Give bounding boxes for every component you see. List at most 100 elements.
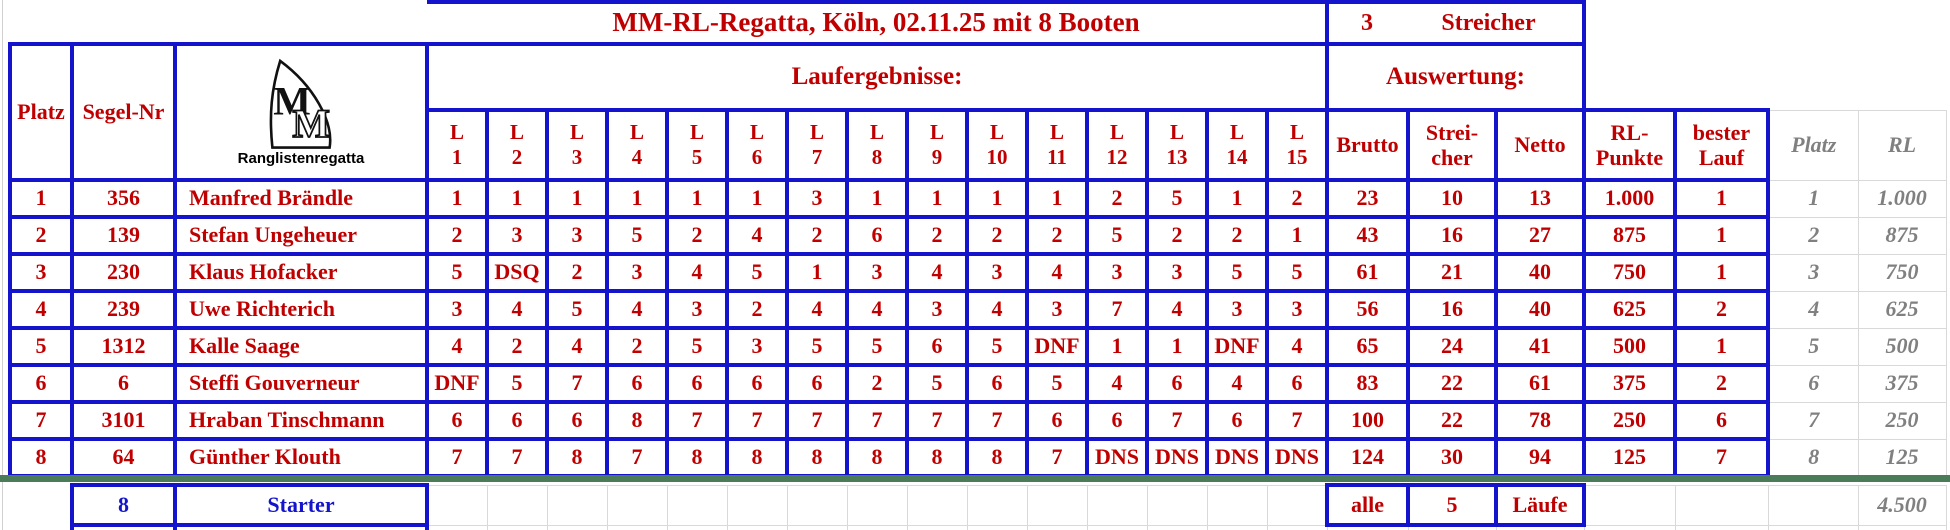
col-header-lauf-12: L 12	[1085, 108, 1149, 182]
lauf-number: 14	[1226, 145, 1248, 169]
rank-cell: 2	[8, 215, 74, 256]
lauf-number: 1	[451, 145, 463, 169]
col-header-lauf-11: L 11	[1025, 108, 1089, 182]
outer-rl-cell: 1.000	[1857, 179, 1947, 218]
race-result-cell-l15: 6	[1265, 363, 1329, 404]
empty-cell	[1768, 44, 1946, 110]
race-result-cell-l9: 4	[905, 252, 969, 293]
rank-cell: 4	[8, 289, 74, 330]
mm-sail-logo-icon: M M	[269, 58, 332, 149]
bester-lauf-cell: 2	[1673, 289, 1770, 330]
outer-rl-cell: 875	[1857, 216, 1947, 255]
race-result-cell-l13: DNS	[1145, 437, 1209, 478]
empty-cell	[1584, 2, 1946, 44]
summary-laufe-count: 5	[1406, 483, 1498, 527]
streicher-label: Streicher	[1441, 9, 1536, 36]
streicher-cell: 24	[1406, 326, 1498, 367]
rl-punkte-cell: 250	[1582, 400, 1677, 441]
empty-cell	[846, 524, 908, 530]
brutto-cell: 56	[1325, 289, 1410, 330]
race-result-cell-l15: 3	[1265, 289, 1329, 330]
race-result-cell-l6: 3	[725, 326, 789, 367]
empty-cell	[666, 484, 728, 526]
rl-punkte-cell: 875	[1582, 215, 1677, 256]
logo-caption: Ranglistenregatta	[237, 149, 365, 167]
empty-cell	[10, 485, 72, 525]
lauf-prefix: L	[569, 119, 584, 144]
empty-cell	[1674, 484, 1769, 526]
sheet-edge-gridline	[2, 0, 3, 530]
empty-cell	[1583, 484, 1676, 526]
rl-total: 4.500	[1857, 484, 1947, 526]
green-separator-line	[0, 475, 1950, 482]
title-row: MM-RL-Regatta, Köln, 02.11.25 mit 8 Boot…	[10, 0, 1946, 46]
empty-cell	[10, 525, 72, 530]
starter-label: Starter	[173, 483, 429, 527]
col-header-lauf-15: L 15	[1265, 108, 1329, 182]
sail-number-cell: 1312	[70, 326, 177, 367]
race-result-cell-l10: 8	[965, 437, 1029, 478]
empty-cell	[173, 525, 429, 530]
empty-cell	[786, 524, 848, 530]
results-group-header: Laufergebnisse:	[425, 42, 1329, 112]
lauf-prefix: L	[689, 119, 704, 144]
netto-cell: 13	[1494, 178, 1586, 219]
sail-number-cell: 3101	[70, 400, 177, 441]
bester-lauf-cell: 1	[1673, 326, 1770, 367]
skipper-name-cell: Günther Klouth	[173, 437, 429, 478]
bester-lauf-cell: 2	[1673, 363, 1770, 404]
empty-cell	[1495, 524, 1585, 530]
skipper-name-cell: Manfred Brändle	[173, 178, 429, 219]
race-result-cell-l1: 4	[425, 326, 489, 367]
outer-rl-cell: 125	[1857, 438, 1947, 477]
bester-lauf-cell: 6	[1673, 400, 1770, 441]
rl-punkte-cell: 500	[1582, 326, 1677, 367]
race-result-cell-l7: 4	[785, 289, 849, 330]
race-result-cell-l15: 7	[1265, 400, 1329, 441]
empty-cell	[1026, 524, 1088, 530]
race-result-cell-l6: 7	[725, 400, 789, 441]
result-row: 8 64 Günther Klouth 7 7 8 7 8 8 8 8 8 8 7 DNS DNS DNS DNS…	[8, 437, 1947, 478]
race-result-cell-l10: 7	[965, 400, 1029, 441]
col-header-rl-outer: RL	[1857, 109, 1947, 181]
streicher-box: 3 Streicher	[1325, 0, 1586, 46]
sail-number-cell: 6	[70, 363, 177, 404]
race-result-cell-l5: 8	[665, 437, 729, 478]
race-result-cell-l5: 4	[665, 252, 729, 293]
race-result-cell-l6: 1	[725, 178, 789, 219]
empty-cell	[546, 524, 608, 530]
outer-platz-cell: 5	[1767, 327, 1859, 366]
lauf-prefix: L	[809, 119, 824, 144]
race-result-cell-l11: 7	[1025, 437, 1089, 478]
race-result-cell-l4: 5	[605, 215, 669, 256]
result-row: 2 139 Stefan Ungeheuer 2 3 3 5 2 4 2 6 2 2 2 5 2 2 1 43 16 2…	[8, 215, 1947, 256]
race-result-cell-l14: DNS	[1205, 437, 1269, 478]
race-result-cell-l2: 5	[485, 363, 549, 404]
race-result-cell-l14: 3	[1205, 289, 1269, 330]
race-result-cell-l4: 8	[605, 400, 669, 441]
outer-rl-cell: 375	[1857, 364, 1947, 403]
race-result-cell-l10: 2	[965, 215, 1029, 256]
netto-cell: 94	[1494, 437, 1586, 478]
col-header-platz: Platz	[8, 42, 74, 182]
bester-lauf-cell: 1	[1673, 252, 1770, 293]
race-result-cell-l3: 4	[545, 326, 609, 367]
col-header-brutto: Brutto	[1325, 108, 1410, 182]
empty-cell	[1674, 524, 1769, 530]
race-result-cell-l3: 1	[545, 178, 609, 219]
lauf-prefix: L	[1289, 119, 1304, 144]
race-result-cell-l4: 2	[605, 326, 669, 367]
outer-platz-cell: 3	[1767, 253, 1859, 292]
race-result-cell-l12: 6	[1085, 400, 1149, 441]
race-result-cell-l1: DNF	[425, 363, 489, 404]
streicher-cell: 22	[1406, 363, 1498, 404]
race-result-cell-l2: 2	[485, 326, 549, 367]
race-result-cell-l4: 7	[605, 437, 669, 478]
race-result-cell-l12: 3	[1085, 252, 1149, 293]
rl-punkte-cell: 625	[1582, 289, 1677, 330]
result-row: 5 1312 Kalle Saage 4 2 4 2 5 3 5 5 6 5 DNF 1 1 DNF 4 65 24 4…	[8, 326, 1947, 367]
rank-cell: 8	[8, 437, 74, 478]
race-result-cell-l13: 1	[1145, 326, 1209, 367]
race-result-cell-l5: 1	[665, 178, 729, 219]
